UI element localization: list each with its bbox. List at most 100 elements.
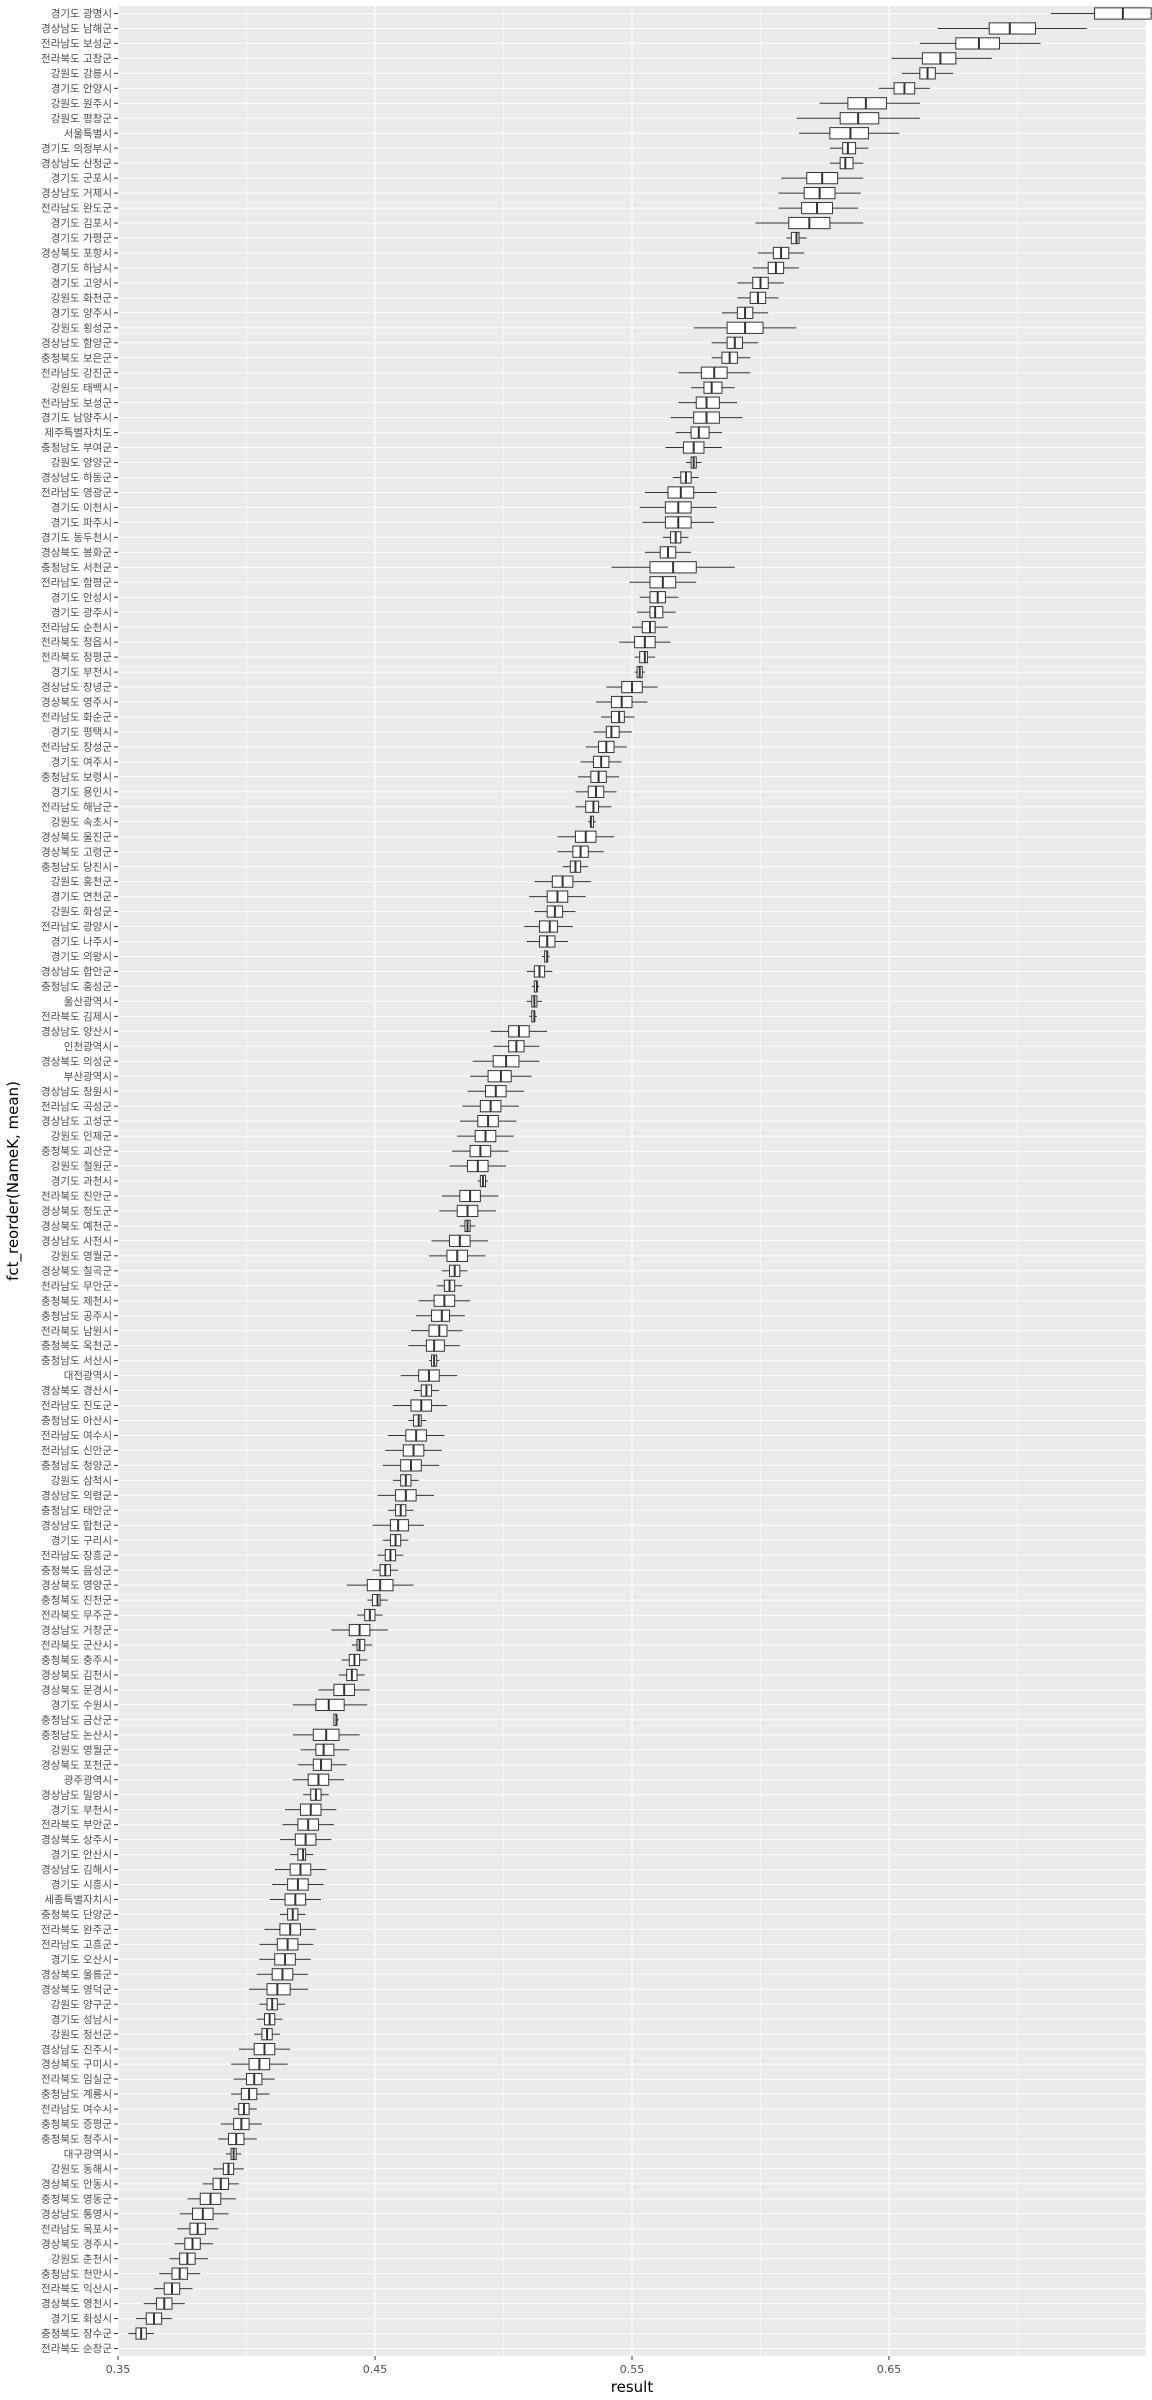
box-6 xyxy=(878,82,931,95)
y-tick-label: 전라북도 정읍시 xyxy=(41,637,112,649)
box-5 xyxy=(901,67,954,80)
y-tick-label: 경상남도 창녕군 xyxy=(41,681,112,694)
y-tick-label: 충청남도 청양군 xyxy=(41,1460,112,1472)
y-tick-label: 강원도 속초시 xyxy=(51,816,112,828)
y-tick-label: 충청북도 옥천군 xyxy=(41,1340,112,1352)
major-gridlines xyxy=(117,6,1146,2356)
box-56 xyxy=(557,830,615,843)
box-45 xyxy=(634,665,645,679)
y-tick-label: 서울특별시 xyxy=(64,128,112,140)
box-iqr xyxy=(790,231,800,245)
y-tick-label: 제주특별자치도 xyxy=(44,427,112,439)
box-123 xyxy=(279,1833,332,1846)
y-tick-label: 전라남도 여수시 xyxy=(41,2104,112,2116)
box-155 xyxy=(135,2312,172,2325)
y-tick-label: 경상남도 함양군 xyxy=(41,336,112,349)
y-tick-label: 경상남도 남해군 xyxy=(41,22,112,35)
box-28 xyxy=(670,411,743,424)
box-142 xyxy=(220,2117,262,2131)
y-tick-label: 경기도 하남시 xyxy=(51,262,112,275)
box-4 xyxy=(891,52,992,65)
box-20 xyxy=(737,291,779,304)
box-27 xyxy=(678,396,738,409)
box-26 xyxy=(691,381,735,394)
y-tick-label: 경상남도 밀양시 xyxy=(41,1788,112,1801)
y-tick-label: 강원도 횡성군 xyxy=(51,321,113,334)
box-145 xyxy=(213,2162,244,2176)
box-68 xyxy=(529,1010,537,1023)
y-tick-label: 충청남도 공주시 xyxy=(41,1310,112,1322)
box-120 xyxy=(303,1788,329,1801)
box-iqr xyxy=(649,606,664,619)
y-tick-label: 충청북도 진천군 xyxy=(41,1595,112,1607)
box-series xyxy=(128,7,1152,2340)
box-147 xyxy=(187,2192,237,2205)
box-134 xyxy=(259,1998,286,2011)
box-75 xyxy=(459,1115,517,1128)
y-tick-label: 경기도 군포시 xyxy=(51,172,112,185)
y-tick-label: 경기도 광명시 xyxy=(51,7,112,20)
y-tick-label: 강원도 강릉시 xyxy=(51,68,112,80)
box-51 xyxy=(580,755,622,769)
box-146 xyxy=(202,2177,239,2190)
y-tick-label: 경상북도 봉화군 xyxy=(41,546,112,559)
y-tick-label: 전라북도 남원시 xyxy=(41,1325,112,1337)
y-tick-label: 전라북도 무주군 xyxy=(41,1610,112,1622)
box-126 xyxy=(272,1878,324,1891)
y-tick-label: 경상북도 예천군 xyxy=(41,1220,112,1233)
y-tick-label: 경상북도 영주시 xyxy=(41,696,112,709)
box-10 xyxy=(829,142,869,155)
y-tick-label: 경기도 구리시 xyxy=(51,1534,112,1547)
box-31 xyxy=(685,456,702,469)
y-tick-label: 경기도 고양시 xyxy=(51,277,112,290)
box-148 xyxy=(179,2207,229,2220)
y-tick-label: 충청북도 증평군 xyxy=(41,2119,112,2131)
box-99 xyxy=(392,1474,419,1487)
box-33 xyxy=(644,486,717,499)
box-46 xyxy=(606,680,658,694)
y-tick-label: 전라남도 광양시 xyxy=(41,921,112,933)
y-tick-label: 경기도 연천군 xyxy=(51,890,113,903)
y-tick-label: 경상남도 합천군 xyxy=(41,1519,112,1532)
y-tick-label: 경상남도 사천시 xyxy=(41,1234,112,1247)
y-tick-label: 경기도 나주시 xyxy=(51,935,112,948)
x-tick-label: 0.45 xyxy=(363,2363,388,2376)
y-tick-label: 경상북도 구미시 xyxy=(41,2058,112,2071)
box-iqr xyxy=(428,1324,448,1337)
y-tick-label: 전라남도 무안군 xyxy=(41,1280,112,1292)
box-47 xyxy=(596,695,648,709)
y-tick-label: 강원도 화성군 xyxy=(51,906,113,918)
box-61 xyxy=(534,905,576,918)
y-tick-label: 강원도 화천군 xyxy=(51,292,113,304)
box-102 xyxy=(372,1519,424,1532)
box-iqr xyxy=(839,157,854,170)
box-129 xyxy=(264,1923,316,1936)
y-tick-label: 전라남도 보성군 xyxy=(41,397,112,409)
y-tick-label: 경상남도 함안군 xyxy=(41,965,112,978)
box-iqr xyxy=(703,381,723,394)
box-iqr xyxy=(639,651,648,664)
y-tick-label: 충청북도 청주시 xyxy=(41,2134,112,2146)
box-37 xyxy=(644,546,692,559)
box-7 xyxy=(819,97,920,110)
box-iqr xyxy=(425,1339,445,1352)
box-152 xyxy=(159,2267,201,2280)
box-3 xyxy=(919,37,1041,50)
y-tick-label: 충청남도 보령시 xyxy=(41,771,112,783)
box-18 xyxy=(752,261,800,275)
box-53 xyxy=(575,785,617,798)
y-tick-label: 경상북도 영덕군 xyxy=(41,1983,112,1996)
box-72 xyxy=(470,1070,532,1083)
y-tick-label: 세종특별자치시 xyxy=(44,1894,112,1906)
box-130 xyxy=(259,1938,314,1951)
y-tick-label: 경상남도 김해시 xyxy=(41,1863,112,1876)
box-135 xyxy=(256,2013,283,2026)
box-112 xyxy=(339,1668,365,1682)
y-tick-label: 경상남도 양산시 xyxy=(41,1025,112,1038)
box-141 xyxy=(233,2102,257,2116)
box-114 xyxy=(292,1698,368,1711)
box-43 xyxy=(619,636,671,649)
box-86 xyxy=(436,1279,463,1292)
y-tick-label: 전라남도 함평군 xyxy=(41,577,112,589)
box-iqr xyxy=(988,22,1036,35)
